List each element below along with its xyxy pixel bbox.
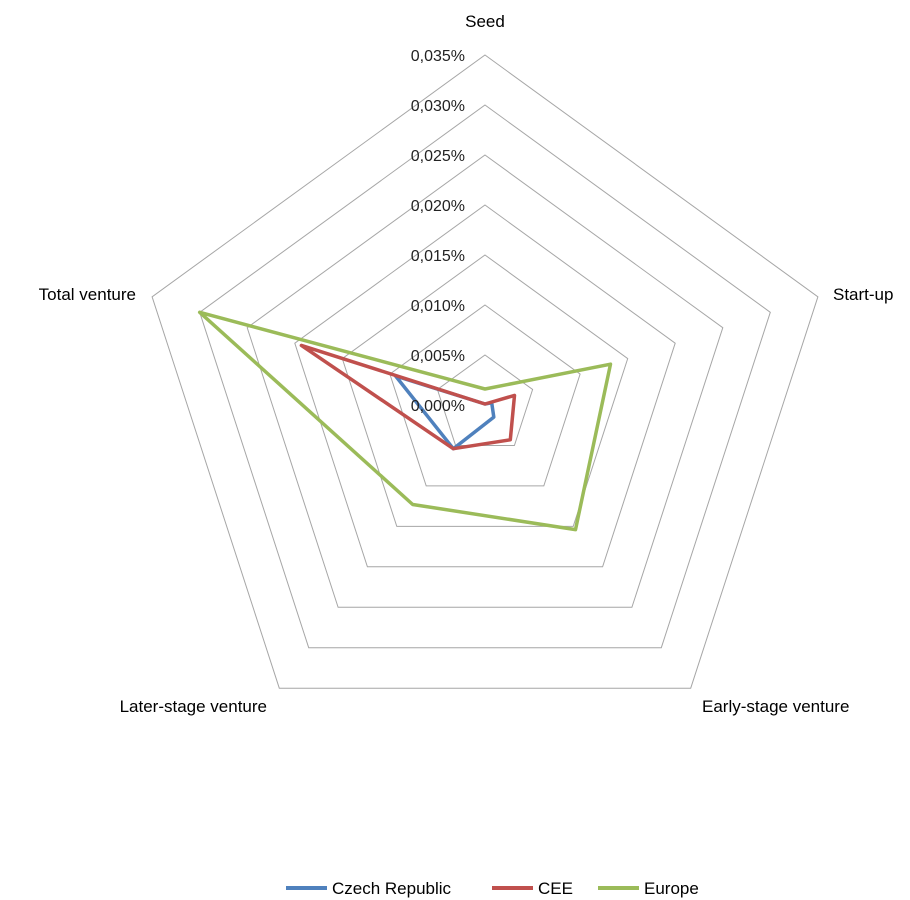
tick-label: 0,015%: [411, 248, 465, 265]
tick-label: 0,005%: [411, 348, 465, 365]
series-line-europe: [197, 310, 613, 532]
legend-label-czech-republic: Czech Republic: [332, 879, 452, 898]
axis-label-early-stage-venture: Early-stage venture: [702, 697, 849, 716]
tick-label: 0,030%: [411, 98, 465, 115]
tick-label: 0,035%: [411, 48, 465, 65]
radial-tick-labels: 0,000% 0,005% 0,010% 0,015% 0,020% 0,025% 0,03…: [411, 48, 465, 415]
axis-label-later-stage-venture: Later-stage venture: [120, 697, 267, 716]
radar-series: [197, 310, 613, 532]
tick-label: 0,000%: [411, 398, 465, 415]
category-axis-labels: Seed Start-up Early-stage venture Later-…: [39, 12, 894, 716]
tick-label: 0,020%: [411, 198, 465, 215]
legend-label-cee: CEE: [538, 879, 573, 898]
grid-ring: [151, 54, 819, 689]
tick-label: 0,010%: [411, 298, 465, 315]
series-line-cee: [299, 343, 517, 451]
axis-label-total-venture: Total venture: [39, 285, 136, 304]
legend: Czech Republic CEE Europe: [286, 879, 699, 898]
axis-label-start-up: Start-up: [833, 285, 893, 304]
grid-ring: [199, 104, 771, 649]
axis-label-seed: Seed: [465, 12, 505, 31]
grid-ring: [246, 154, 724, 608]
legend-label-europe: Europe: [644, 879, 699, 898]
tick-label: 0,025%: [411, 148, 465, 165]
grid-ring: [294, 204, 676, 568]
radar-grid: [151, 54, 819, 689]
grid-ring: [341, 254, 629, 527]
grid-ring: [389, 304, 581, 487]
